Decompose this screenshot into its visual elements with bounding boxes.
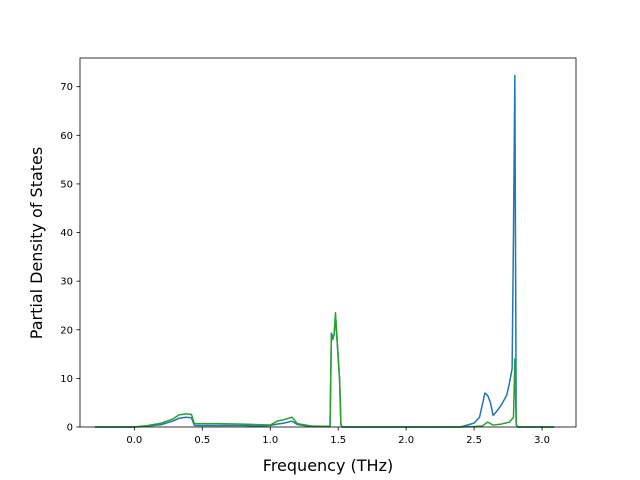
y-tick-label: 50: [60, 179, 73, 190]
x-axis-label: Frequency (THz): [263, 456, 393, 475]
y-tick-label: 40: [60, 228, 73, 239]
y-tick-label: 70: [60, 82, 73, 93]
x-tick-label: 0.5: [194, 435, 210, 446]
x-tick-label: 2.5: [466, 435, 482, 446]
plot-frame: [79, 57, 577, 428]
y-tick-label: 30: [60, 277, 73, 288]
y-tick-label: 20: [60, 325, 73, 336]
x-tick-label: 0.0: [126, 435, 142, 446]
x-tick-label: 1.0: [262, 435, 278, 446]
x-tick-label: 2.0: [398, 435, 414, 446]
x-tick-label: 1.5: [330, 435, 346, 446]
y-tick-label: 10: [60, 374, 73, 385]
series-layer: [94, 74, 555, 428]
series-line-2: [94, 312, 555, 428]
axes-layer: 0.0 0.5 1.0 1.5 2.0 2.5 3.0 0 10 20 30 40 50 60 70: [60, 57, 577, 446]
y-axis-label: Partial Density of States: [27, 147, 46, 339]
y-tick-label: 0: [67, 423, 73, 434]
x-tick-label: 3.0: [534, 435, 550, 446]
y-tick-label: 60: [60, 131, 73, 142]
